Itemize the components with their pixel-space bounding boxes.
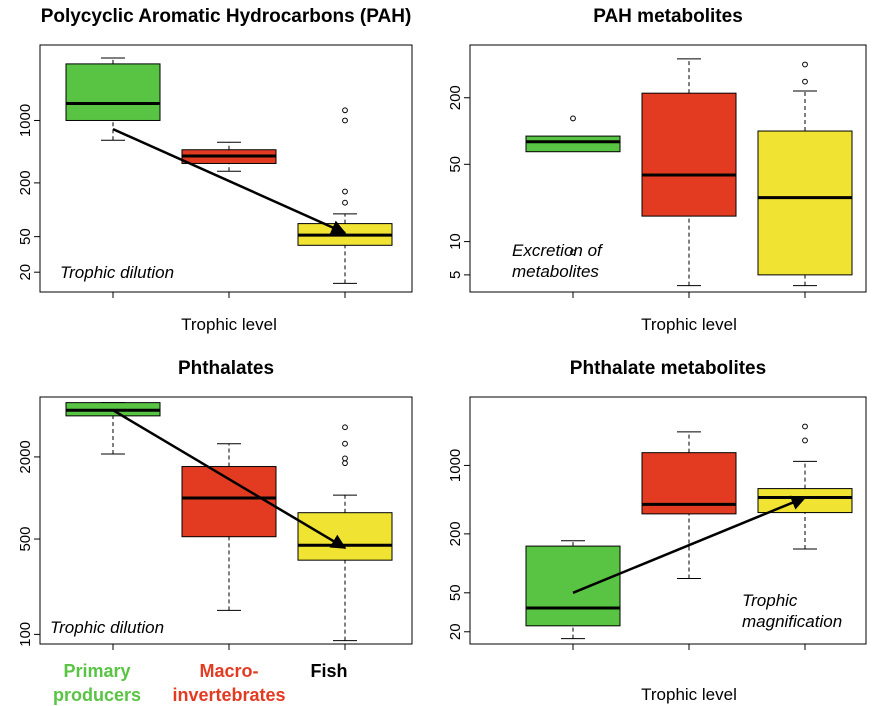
annotation: Trophic magnification bbox=[742, 591, 842, 631]
y-tick-label: 20 bbox=[447, 623, 464, 640]
chart-title: PAH metabolites bbox=[593, 6, 743, 27]
annotation: Excretion of metabolites bbox=[512, 241, 604, 281]
outlier-point bbox=[802, 61, 808, 68]
outlier-point bbox=[342, 455, 348, 462]
outlier-point bbox=[342, 424, 348, 431]
panel-3: Phthalates 100 500 2000 Trophic dilution bbox=[17, 358, 413, 650]
annotation-line: Trophic dilution bbox=[60, 263, 174, 282]
y-tick-label: 50 bbox=[447, 156, 464, 173]
annotation-line: magnification bbox=[742, 612, 842, 631]
annotation: Trophic dilution bbox=[50, 618, 164, 637]
annotation-line: metabolites bbox=[512, 262, 599, 281]
box-2 bbox=[181, 141, 277, 172]
chart-title: Phthalates bbox=[178, 358, 274, 379]
box-body bbox=[641, 92, 737, 217]
box-body bbox=[757, 488, 853, 514]
panel-1: Polycyclic Aromatic Hydrocarbons (PAH) 20… bbox=[17, 6, 413, 334]
legend-line: Primary bbox=[63, 661, 130, 681]
outlier-point bbox=[342, 188, 348, 195]
outlier-point bbox=[342, 117, 348, 124]
box-body bbox=[757, 130, 853, 276]
legend-entry: Primary producers bbox=[53, 661, 141, 705]
outlier-point bbox=[570, 249, 576, 256]
y-tick-label: 200 bbox=[447, 521, 464, 546]
trend-arrow bbox=[112, 409, 347, 550]
y-tick-label: 1000 bbox=[447, 449, 464, 482]
outlier-point bbox=[802, 437, 808, 444]
plot-frame bbox=[39, 44, 413, 293]
chart-title: Phthalate metabolites bbox=[570, 358, 766, 379]
plot-frame bbox=[469, 396, 867, 645]
annotation: Trophic dilution bbox=[60, 263, 174, 282]
x-axis-label: Trophic level bbox=[641, 315, 737, 334]
legend-line: Fish bbox=[310, 661, 347, 681]
annotation-line: Trophic bbox=[742, 591, 798, 610]
outlier-point bbox=[802, 78, 808, 85]
chart-title: Polycyclic Aromatic Hydrocarbons (PAH) bbox=[41, 6, 412, 27]
box-3 bbox=[757, 61, 853, 287]
outlier-point bbox=[802, 423, 808, 430]
outlier-point bbox=[342, 440, 348, 447]
legend-entry: Macro-invertebrates bbox=[172, 661, 285, 705]
y-tick-label: 2000 bbox=[17, 440, 34, 473]
box-2 bbox=[641, 431, 737, 580]
legend-line: Macro- bbox=[199, 661, 258, 681]
y-tick-label: 500 bbox=[17, 527, 34, 552]
plot-frame bbox=[469, 44, 867, 293]
plot-frame bbox=[39, 396, 413, 645]
x-axis-label: Trophic level bbox=[181, 315, 277, 334]
annotation-line: Excretion of bbox=[512, 241, 604, 260]
box-body bbox=[181, 466, 277, 538]
legend-entry: Fish bbox=[310, 661, 347, 681]
y-tick-label: 5 bbox=[447, 271, 464, 279]
y-tick-label: 50 bbox=[447, 584, 464, 601]
y-tick-label: 200 bbox=[447, 85, 464, 110]
group-legend: Primary producers Macro-invertebrates Fish bbox=[53, 661, 348, 705]
box-body bbox=[65, 63, 161, 121]
box-body bbox=[297, 512, 393, 561]
y-tick-label: 10 bbox=[447, 233, 464, 250]
y-tick-label: 20 bbox=[17, 264, 34, 281]
outlier-point bbox=[570, 115, 576, 122]
y-tick-label: 200 bbox=[17, 170, 34, 195]
box-1 bbox=[65, 57, 161, 141]
y-tick-label: 100 bbox=[17, 622, 34, 647]
y-tick-label: 1000 bbox=[17, 104, 34, 137]
legend-line: producers bbox=[53, 685, 141, 705]
y-tick-label: 50 bbox=[17, 228, 34, 245]
trend-arrow bbox=[572, 495, 807, 594]
box-3 bbox=[297, 107, 393, 284]
box-1 bbox=[525, 115, 621, 256]
outlier-point bbox=[342, 460, 348, 467]
box-3 bbox=[757, 423, 853, 550]
box-1 bbox=[525, 540, 621, 640]
box-body bbox=[525, 545, 621, 627]
box-3 bbox=[297, 424, 393, 642]
legend-line: invertebrates bbox=[172, 685, 285, 705]
x-axis-label: Trophic level bbox=[641, 685, 737, 704]
box-body bbox=[525, 135, 621, 153]
panel-2: PAH metabolites 5 10 50 200 Excretion of metab… bbox=[447, 6, 867, 334]
trend-arrow bbox=[112, 127, 347, 235]
box-2 bbox=[181, 443, 277, 611]
outlier-point bbox=[342, 199, 348, 206]
box-2 bbox=[641, 58, 737, 287]
annotation-line: Trophic dilution bbox=[50, 618, 164, 637]
panel-4: Phthalate metabolites 20 50 200 1000 Trophic m… bbox=[447, 358, 867, 704]
outlier-point bbox=[342, 107, 348, 114]
